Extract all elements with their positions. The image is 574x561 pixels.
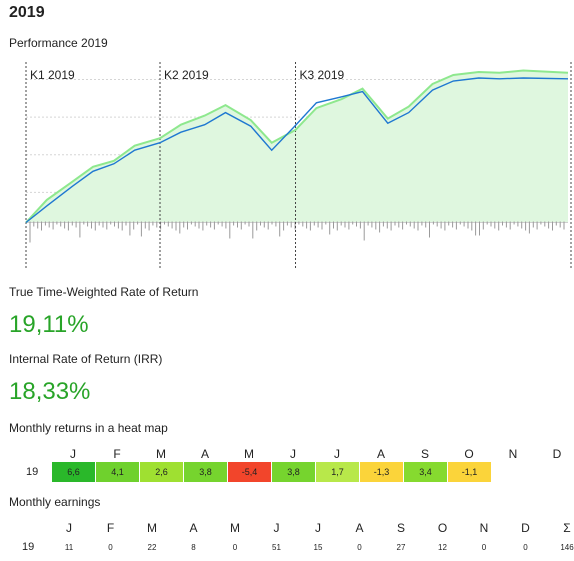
heatmap-title: Monthly returns in a heat map [9,421,168,435]
twr-label: True Time-Weighted Rate of Return [9,285,199,299]
series-line [25,69,569,224]
irr-value: 18,33% [9,378,91,405]
earnings-month-label: Σ [563,521,571,535]
heatmap-cell[interactable]: 3,4 [404,462,447,482]
earnings-month-label: N [479,521,489,535]
heatmap-month-label: J [290,447,296,461]
earnings-month-label: J [66,521,72,535]
earnings-value: 11 [64,543,74,552]
earnings-month-label: J [315,521,321,535]
earnings-value: 0 [481,543,487,552]
earnings-value: 22 [147,543,157,552]
heatmap-cell[interactable]: 2,6 [140,462,183,482]
heatmap-cell[interactable]: 3,8 [184,462,227,482]
heatmap-month-label: A [200,447,209,461]
earnings-month-label: O [437,521,448,535]
earnings-value: 8 [191,543,196,552]
heatmap-cell[interactable]: 6,6 [52,462,95,482]
twr-value: 19,11% [9,311,89,338]
earnings-year-label: 19 [22,541,35,553]
earnings-value: 0 [232,543,238,552]
earnings-title: Monthly earnings [9,495,101,509]
heatmap-month-label: A [376,447,385,461]
earnings-month-label: F [106,521,115,535]
heatmap-month-label: S [420,447,429,461]
earnings-month-label: S [396,521,405,535]
earnings-value: 0 [523,543,528,552]
page-title: 2019 [9,4,45,21]
heatmap-month-label: J [334,447,340,461]
quarter-label: K1 2019 [30,68,75,82]
chart-title: Performance 2019 [9,36,108,50]
earnings-value: 0 [357,543,362,552]
heatmap-cell[interactable]: 1,7 [316,462,359,482]
heatmap-month-label: O [464,447,474,461]
earnings-month-label: M [230,521,240,535]
heatmap-month-label: F [113,447,121,461]
earnings-month-label: A [355,521,364,535]
heatmap-cell[interactable]: -1,3 [360,462,403,482]
heatmap-month-label: J [70,447,76,461]
earnings-month-label: M [147,521,157,535]
chart-area [26,70,568,223]
quarter-label: K3 2019 [300,68,345,82]
heatmap-year-label: 19 [26,466,39,478]
heatmap-month-label: M [156,447,166,461]
earnings-month-label: D [521,521,530,535]
earnings-value: 51 [272,543,281,552]
heatmap-month-label: D [552,447,562,461]
heatmap-month-label: N [508,447,518,461]
irr-label: Internal Rate of Return (IRR) [9,352,163,366]
heatmap-cell[interactable]: 4,1 [96,462,139,482]
earnings-value: 146 [560,543,574,552]
earnings-value: 27 [396,543,406,552]
earnings-value: 15 [313,543,323,552]
earnings-value: 12 [438,543,447,552]
performance-chart[interactable]: K1 2019 K2 2019 K3 2019 [0,60,574,275]
series-line [25,77,569,224]
heatmap-cell[interactable]: -5,4 [228,462,271,482]
heatmap-cell[interactable]: 3,8 [272,462,315,482]
earnings-month-label: A [189,521,198,535]
heatmap-month-label: M [244,447,254,461]
heatmap-cell[interactable]: -1,1 [448,462,491,482]
quarter-label: K2 2019 [164,68,209,82]
earnings-value: 0 [108,543,113,552]
earnings-month-label: J [273,521,280,535]
